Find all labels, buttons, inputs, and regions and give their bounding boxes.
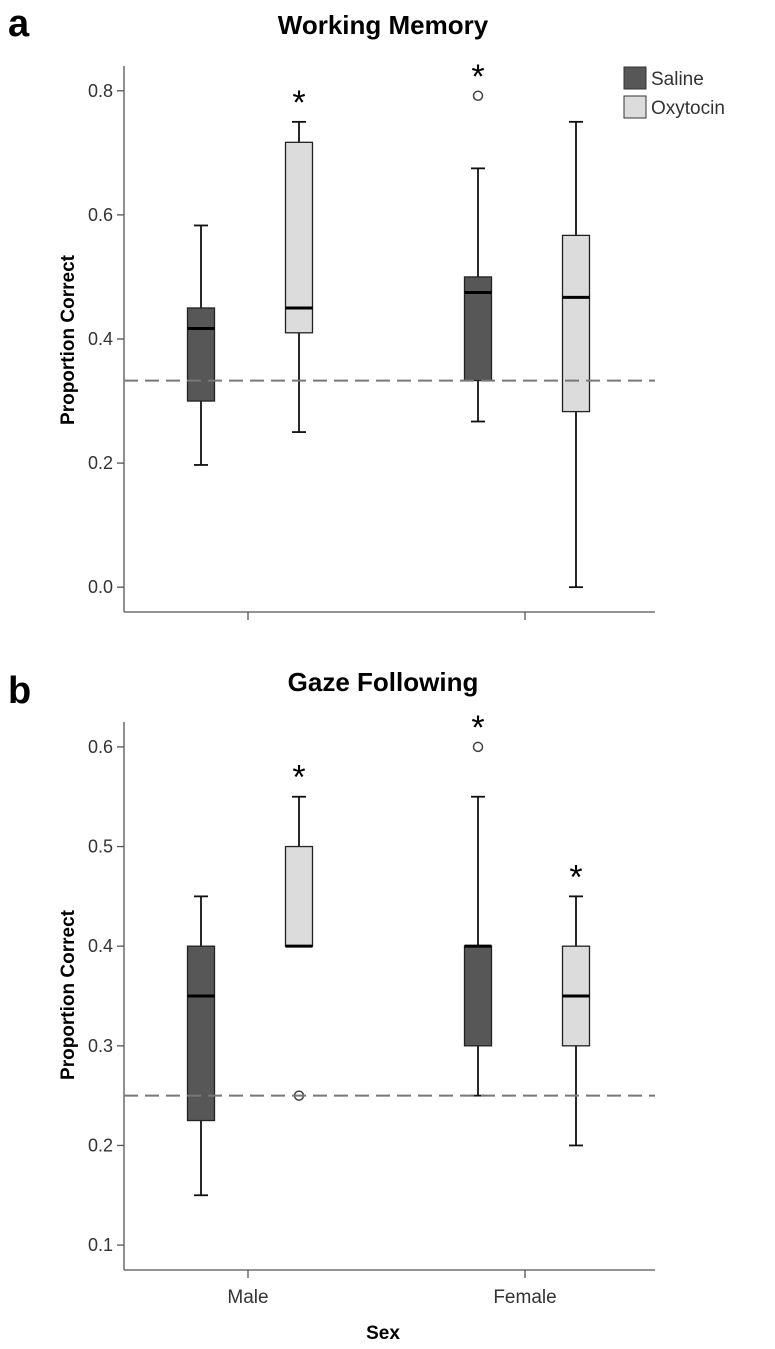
panel-b-plot-area: 0.1 0.2 0.3 0.4 0.5 0.6 Male Female * * * [88, 709, 655, 1308]
box-iqr [463, 276, 493, 382]
box-iqr [284, 141, 314, 334]
panel-a-box-male-oxytocin: * [284, 84, 314, 433]
box-iqr [561, 234, 591, 413]
panel-b-x-axis-label: Sex [366, 1323, 400, 1344]
legend-label-oxytocin: Oxytocin [651, 98, 725, 119]
panel-b-y-axis-label: Proportion Correct [58, 909, 79, 1080]
box-iqr [186, 307, 216, 402]
box-iqr [186, 945, 216, 1122]
panel-b-y-tick-label: 0.3 [88, 1036, 113, 1056]
panel-letter-b: b [8, 670, 31, 712]
outlier-point [472, 90, 484, 102]
significance-star: * [471, 709, 484, 747]
panel-b-y-tick-label: 0.1 [88, 1235, 113, 1255]
outlier-point [472, 741, 484, 753]
panel-working-memory: a Working Memory Proportion Correct 0.00… [8, 3, 655, 620]
panel-b-box-male-saline [186, 895, 216, 1197]
panel-a-y-tick-label: 0.6 [88, 205, 113, 225]
box-iqr [463, 945, 493, 1047]
panel-a-y-tick-label: 0.2 [88, 453, 113, 473]
panel-b-box-female-oxytocin: * [561, 858, 591, 1147]
significance-star: * [292, 84, 305, 122]
panel-a-box-male-saline [186, 224, 216, 466]
legend-swatch-oxytocin [623, 95, 647, 119]
panel-b-title: Gaze Following [288, 667, 479, 697]
panel-a-box-female-oxytocin [561, 120, 591, 589]
panel-b-box-male-oxytocin: * [284, 759, 314, 1101]
panel-b-y-tick-label: 0.4 [88, 936, 113, 956]
panel-a-y-tick-label: 0.0 [88, 577, 113, 597]
panel-a-y-axis-label: Proportion Correct [58, 254, 79, 425]
legend: Saline Oxytocin [623, 66, 725, 119]
panel-b-y-tick-label: 0.2 [88, 1135, 113, 1155]
panel-b-x-tick-label: Female [493, 1287, 556, 1308]
significance-star: * [471, 58, 484, 96]
box-iqr [284, 845, 314, 947]
legend-label-saline: Saline [651, 69, 704, 90]
panel-b-box-female-saline: * [463, 709, 493, 1097]
panel-gaze-following: b Gaze Following Proportion Correct Sex … [8, 667, 655, 1344]
panel-a-title: Working Memory [278, 10, 489, 40]
panel-b-y-tick-label: 0.5 [88, 837, 113, 857]
panel-a-plot-area: 0.0 0.2 0.4 0.6 0.8 * * [88, 58, 655, 620]
legend-swatch-saline [623, 66, 647, 90]
panel-a-y-tick-label: 0.4 [88, 329, 113, 349]
panel-a-box-female-saline: * [463, 58, 493, 423]
panel-a-y-tick-label: 0.8 [88, 81, 113, 101]
significance-star: * [292, 759, 305, 797]
panel-b-y-tick-label: 0.6 [88, 737, 113, 757]
panel-letter-a: a [8, 3, 30, 45]
panel-b-x-tick-label: Male [227, 1287, 268, 1308]
significance-star: * [569, 858, 582, 896]
